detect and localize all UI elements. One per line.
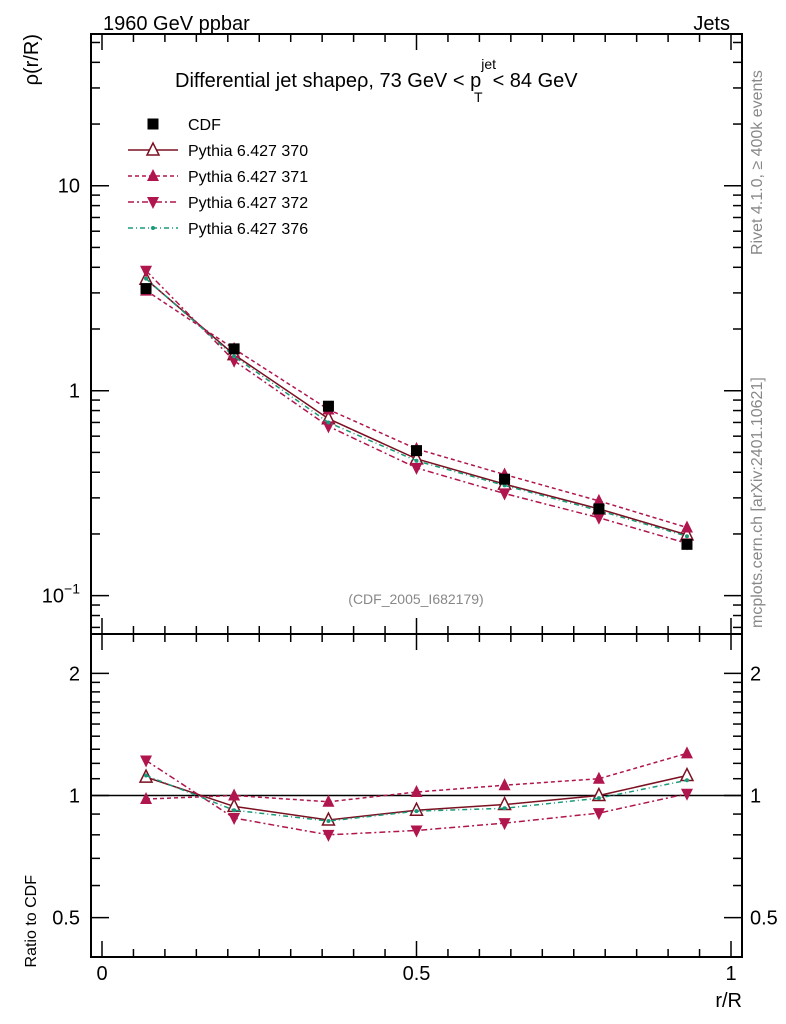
series-2-ratio-point: [410, 785, 423, 798]
series-3-ratio-line: [145, 759, 688, 836]
series-4-ratio-point: [144, 773, 149, 778]
legend-marker: [147, 197, 159, 209]
ratio-panel: 0.5 0.5 1 1 2 2: [52, 633, 778, 958]
x-tick-labels: 0 0.5 1: [96, 963, 736, 985]
series-2-ratio-point: [680, 746, 693, 759]
series-0-point: [499, 473, 511, 485]
series-2-ratio-point: [592, 771, 605, 784]
title-sub: T: [474, 89, 483, 105]
legend-marker: [147, 118, 159, 130]
header-process: Jets: [693, 13, 730, 35]
legend-marker: [151, 226, 155, 230]
main-panel: 10−1 1 10: [42, 33, 743, 957]
series-0-point: [593, 503, 605, 515]
ratio-tick-label-right: 1: [750, 786, 761, 808]
series-4-point: [326, 420, 331, 425]
header-energy: 1960 GeV ppbar: [103, 13, 250, 35]
series-4-point: [684, 534, 689, 539]
series-0-point: [228, 343, 240, 355]
series-3-ratio-point: [228, 813, 241, 826]
series-4-line: [145, 278, 688, 537]
ratio-tick-label: 2: [69, 663, 80, 685]
legend-label: Pythia 6.427 376: [188, 221, 308, 238]
series-0-point: [140, 283, 152, 295]
series-4-point: [232, 354, 237, 359]
series-3-ratio-point: [322, 829, 335, 842]
series-1-ratio-point: [321, 811, 336, 826]
series-3-line: [145, 270, 688, 545]
legend: CDF Pythia 6.427 370 Pythia 6.427 371 Pythi…: [128, 117, 308, 238]
series-2-ratio-point: [322, 794, 335, 807]
series-3-point: [140, 265, 153, 278]
analysis-watermark: (CDF_2005_I682179): [348, 591, 483, 607]
series-2-line: [145, 289, 688, 529]
rivet-label: Rivet 4.1.0, ≥ 400k events: [749, 70, 766, 255]
x-tick-label: 1: [725, 963, 736, 985]
title-sup: jet: [480, 56, 496, 72]
legend-label: CDF: [188, 117, 221, 134]
series-4-ratio-point: [326, 819, 331, 824]
series-2-ratio-point: [228, 788, 241, 801]
legend-label: Pythia 6.427 371: [188, 169, 308, 186]
legend-label: Pythia 6.427 370: [188, 143, 308, 160]
series-2-point: [680, 520, 693, 533]
series-2-point: [592, 493, 605, 506]
legend-label: Pythia 6.427 372: [188, 195, 308, 212]
y-tick-label: 10: [58, 176, 80, 198]
series-4-ratio-point: [232, 808, 237, 813]
ratio-tick-label-right: 0.5: [750, 908, 778, 930]
x-tick-label: 0: [96, 963, 107, 985]
mcplots-label: mcplots.cern.ch [arXiv:2401.10621]: [749, 377, 766, 628]
series-4-point: [414, 458, 419, 463]
series-2-ratio-point: [140, 792, 153, 805]
series-4-ratio-point: [502, 806, 507, 811]
x-tick-label: 0.5: [403, 963, 431, 985]
series-4-ratio-point: [684, 778, 689, 783]
y-tick-label: 10−1: [42, 581, 80, 608]
series-3-point: [410, 462, 423, 475]
y-axis-label: ρ(r/R): [21, 34, 43, 85]
title-prefix: Differential jet shapeρ, 73 GeV < p: [175, 70, 481, 92]
legend-marker: [145, 141, 161, 156]
series-1-line: [145, 278, 688, 536]
series-0-point: [411, 445, 422, 457]
ratio-tick-label: 1: [69, 786, 80, 808]
series-3-point: [498, 488, 511, 501]
series-2-ratio-point: [498, 778, 511, 791]
title-suffix: < 84 GeV: [493, 70, 579, 92]
series-3-ratio-point: [410, 825, 423, 838]
series-4-point: [144, 276, 149, 281]
chart-title: Differential jet shapeρ, 73 GeV < pjet T <…: [175, 56, 578, 105]
legend-marker: [147, 169, 159, 181]
series-3-ratio-point: [498, 818, 511, 831]
series-3-ratio-point: [140, 755, 153, 768]
series-4-ratio-point: [596, 796, 601, 801]
series-0-point: [322, 400, 334, 412]
series-3-ratio-point: [680, 788, 693, 801]
x-axis-label: r/R: [715, 990, 742, 1012]
series-3-point: [592, 512, 605, 525]
ratio-tick-label: 0.5: [52, 908, 80, 930]
series-4-ratio-point: [414, 809, 419, 814]
ratio-axis-label: Ratio to CDF: [23, 875, 40, 968]
series-0-point: [681, 538, 693, 550]
series-3-ratio-point: [592, 808, 605, 821]
y-tick-label: 1: [69, 381, 80, 403]
ratio-tick-label-right: 2: [750, 663, 761, 685]
